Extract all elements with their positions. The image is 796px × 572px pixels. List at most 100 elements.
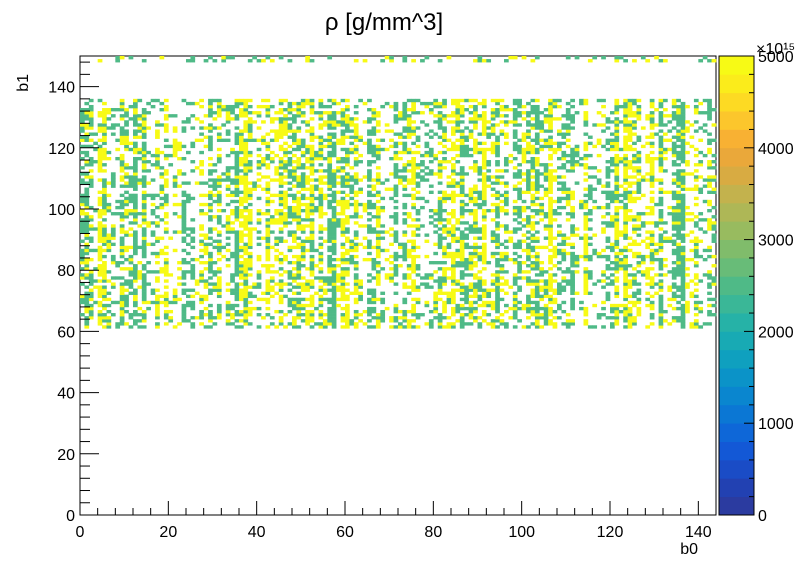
heatmap-cell: [305, 212, 310, 216]
heatmap-cell: [367, 199, 372, 204]
heatmap-cell: [534, 239, 540, 243]
heatmap-cell: [128, 273, 134, 277]
heatmap-cell: [199, 276, 204, 280]
heatmap-cell: [548, 276, 553, 280]
heatmap-cell: [203, 313, 209, 317]
heatmap-cell: [287, 104, 293, 109]
heatmap-cell: [177, 202, 182, 207]
heatmap-cell: [557, 181, 562, 185]
heatmap-cell: [468, 245, 474, 250]
heatmap-cell: [163, 285, 169, 289]
heatmap-cell: [300, 264, 306, 268]
heatmap-cell: [133, 150, 138, 155]
heatmap-cell: [225, 227, 231, 231]
heatmap-cell: [367, 172, 372, 176]
heatmap-cell: [340, 218, 346, 222]
heatmap-cell: [495, 193, 500, 198]
heatmap-cell: [84, 196, 90, 201]
heatmap-cell: [526, 120, 531, 124]
heatmap-cell: [247, 309, 253, 314]
heatmap-cell: [468, 264, 474, 268]
heatmap-cell: [345, 303, 350, 308]
heatmap-cell: [468, 190, 474, 194]
heatmap-cell: [481, 254, 487, 259]
heatmap-cell: [296, 144, 302, 149]
heatmap-cell: [526, 325, 531, 329]
heatmap-cell: [605, 202, 611, 207]
heatmap-cell: [451, 126, 456, 130]
heatmap-cell: [128, 117, 134, 121]
heatmap-cell: [265, 267, 271, 271]
heatmap-cell: [234, 135, 240, 139]
heatmap-cell: [133, 276, 138, 280]
heatmap-cell: [305, 144, 310, 149]
heatmap-cell: [543, 236, 549, 240]
heatmap-cell: [97, 254, 103, 259]
heatmap-cell: [437, 215, 443, 219]
heatmap-cell: [128, 141, 134, 146]
heatmap-cell: [384, 123, 390, 127]
heatmap-cell: [645, 297, 651, 302]
heatmap-cell: [455, 303, 461, 308]
heatmap-cell: [274, 172, 280, 176]
heatmap-cell: [367, 141, 372, 146]
heatmap-cell: [623, 108, 628, 112]
heatmap-cell: [199, 233, 204, 237]
heatmap-cell: [358, 285, 363, 289]
heatmap-cell: [433, 251, 439, 256]
heatmap-cell: [517, 221, 522, 225]
heatmap-cell: [274, 239, 280, 243]
heatmap-cell: [420, 59, 425, 63]
heatmap-cell: [119, 132, 125, 136]
heatmap-cell: [318, 138, 324, 142]
heatmap-cell: [278, 184, 284, 188]
heatmap-cell: [526, 144, 531, 149]
heatmap-cell: [428, 261, 434, 265]
heatmap-cell: [261, 156, 266, 161]
heatmap-cell: [216, 184, 222, 188]
heatmap-cell: [517, 267, 522, 271]
heatmap-cell: [380, 316, 386, 320]
heatmap-cell: [287, 181, 293, 185]
heatmap-cell: [534, 264, 540, 268]
heatmap-cell: [583, 288, 589, 292]
heatmap-cell: [141, 160, 147, 164]
heatmap-cell: [163, 126, 169, 130]
heatmap-cell: [574, 233, 580, 237]
heatmap-cell: [265, 251, 271, 256]
heatmap-cell: [292, 175, 297, 179]
heatmap-cell: [97, 59, 103, 63]
heatmap-cell: [163, 261, 169, 265]
heatmap-cell: [539, 294, 545, 299]
heatmap-cell: [181, 270, 187, 274]
heatmap-cell: [521, 153, 527, 158]
heatmap-cell: [331, 270, 337, 274]
heatmap-cell: [216, 245, 222, 250]
heatmap-cell: [526, 264, 531, 268]
heatmap-cell: [393, 169, 399, 173]
heatmap-cell: [225, 132, 231, 136]
heatmap-cell: [225, 153, 231, 158]
heatmap-cell: [415, 135, 421, 139]
heatmap-cell: [234, 282, 240, 286]
heatmap-cell: [565, 169, 571, 173]
heatmap-cell: [353, 254, 359, 259]
heatmap-cell: [671, 163, 677, 167]
heatmap-cell: [159, 108, 165, 112]
heatmap-cell: [300, 153, 306, 158]
heatmap-cell: [322, 276, 328, 280]
heatmap-cell: [446, 245, 452, 250]
heatmap-cell: [93, 227, 98, 231]
heatmap-cell: [155, 153, 160, 158]
heatmap-cell: [398, 322, 403, 326]
heatmap-cell: [490, 126, 496, 130]
heatmap-cell: [190, 276, 196, 280]
heatmap-cell: [389, 144, 394, 149]
heatmap-cell: [504, 59, 509, 63]
heatmap-cell: [393, 153, 399, 158]
heatmap-cell: [265, 300, 271, 305]
heatmap-cell: [296, 160, 302, 164]
heatmap-cell: [199, 239, 204, 243]
heatmap-cell: [574, 181, 580, 185]
heatmap-cell: [406, 123, 412, 127]
